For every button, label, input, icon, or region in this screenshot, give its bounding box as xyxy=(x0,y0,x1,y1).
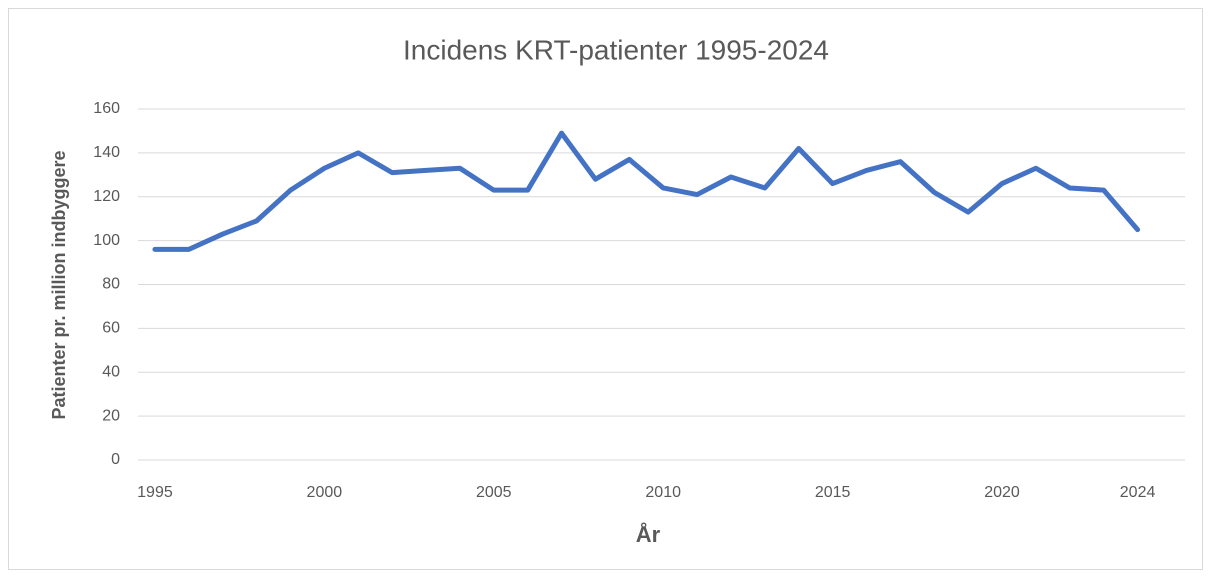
y-tick-label: 60 xyxy=(102,320,120,337)
y-axis-label: Patienter pr. million indbyggere xyxy=(49,150,69,419)
chart-title: Incidens KRT-patienter 1995-2024 xyxy=(403,34,829,65)
x-tick-label: 2020 xyxy=(984,484,1020,501)
chart-border xyxy=(8,8,1203,570)
x-tick-label: 2005 xyxy=(476,484,512,501)
x-tick-label: 2010 xyxy=(645,484,681,501)
x-tick-label: 2024 xyxy=(1120,484,1156,501)
line-series xyxy=(152,130,1141,252)
y-tick-label: 80 xyxy=(102,276,120,293)
x-tick-label: 2000 xyxy=(307,484,343,501)
x-tick-label: 1995 xyxy=(137,484,173,501)
y-tick-label: 140 xyxy=(93,144,120,161)
y-tick-label: 0 xyxy=(111,451,120,468)
x-tick-label: 2015 xyxy=(815,484,851,501)
x-axis-label: År xyxy=(636,521,661,547)
y-tick-label: 160 xyxy=(93,100,120,117)
y-tick-label: 120 xyxy=(93,188,120,205)
y-tick-label: 100 xyxy=(93,232,120,249)
y-tick-label: 20 xyxy=(102,407,120,424)
y-tick-label: 40 xyxy=(102,363,120,380)
